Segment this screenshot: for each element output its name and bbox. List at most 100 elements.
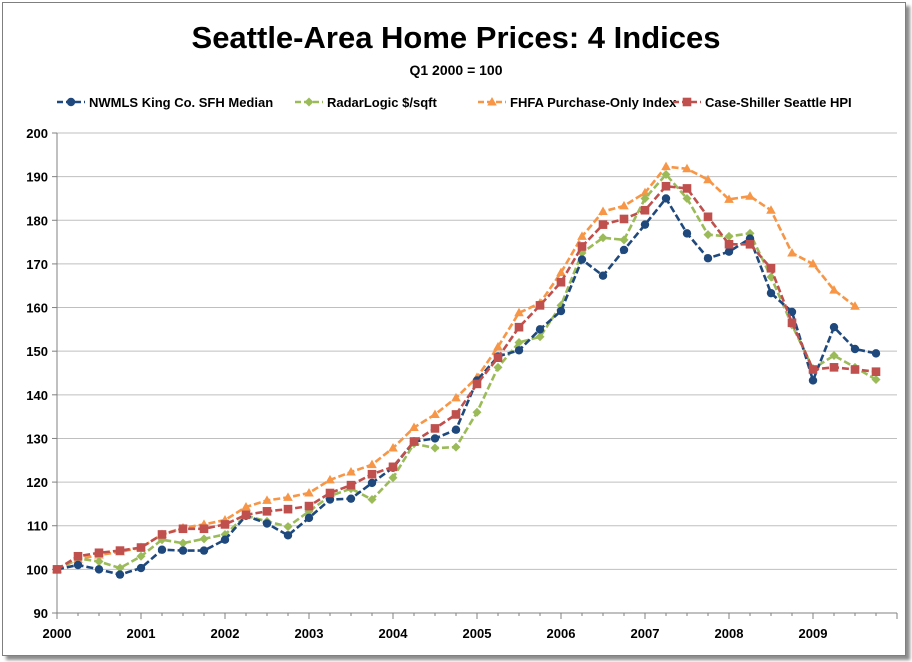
data-point <box>850 301 860 310</box>
legend-entry: FHFA Purchase-Only Index <box>478 95 677 110</box>
data-point <box>514 346 524 355</box>
data-point <box>514 337 524 347</box>
data-point <box>577 242 587 251</box>
data-point <box>829 322 839 332</box>
data-point <box>619 200 629 210</box>
data-point <box>808 258 818 268</box>
data-point <box>136 543 146 552</box>
series-nwmls-king-co-sfh-median <box>52 194 881 579</box>
data-point <box>493 353 503 363</box>
data-point <box>640 193 650 203</box>
data-point <box>640 205 650 215</box>
data-point <box>178 546 188 555</box>
data-point <box>745 191 755 200</box>
data-point <box>430 424 440 433</box>
data-point <box>451 442 461 452</box>
legend-label: NWMLS King Co. SFH Median <box>89 95 273 110</box>
data-point <box>682 163 692 173</box>
data-point <box>157 530 167 539</box>
data-point <box>577 255 587 264</box>
data-point <box>199 524 209 534</box>
data-point <box>871 349 881 358</box>
data-point <box>115 563 125 573</box>
data-point <box>619 214 629 224</box>
data-point <box>73 560 83 570</box>
data-point <box>304 501 314 511</box>
series-line <box>56 184 877 571</box>
data-point <box>115 570 125 579</box>
legend-label: Case-Shiller Seattle HPI <box>705 95 852 110</box>
data-point <box>367 478 377 488</box>
x-tick-label: 2002 <box>211 626 240 641</box>
data-point <box>94 557 104 567</box>
chart-subtitle: Q1 2000 = 100 <box>409 62 502 78</box>
data-point <box>346 480 356 490</box>
data-point <box>787 248 797 257</box>
data-point <box>850 365 860 374</box>
data-point <box>598 220 608 229</box>
data-point <box>451 425 461 434</box>
data-point <box>598 271 608 280</box>
data-point <box>283 531 293 540</box>
data-point <box>220 520 230 529</box>
y-tick-label: 100 <box>26 562 48 577</box>
series-line <box>56 173 877 571</box>
data-point <box>94 548 104 558</box>
data-point <box>472 407 482 417</box>
data-point <box>409 437 419 446</box>
data-point <box>598 206 608 216</box>
series-line <box>56 197 877 576</box>
data-point <box>661 161 671 171</box>
data-point <box>556 277 566 287</box>
data-point <box>430 409 440 418</box>
data-point <box>472 379 482 389</box>
data-point <box>745 239 755 249</box>
data-point <box>640 220 650 229</box>
data-point <box>808 376 818 385</box>
data-point <box>703 212 713 222</box>
y-tick-label: 190 <box>26 170 48 185</box>
data-point <box>724 247 734 256</box>
data-point <box>73 551 83 561</box>
y-tick-label: 170 <box>26 257 48 272</box>
data-point <box>871 367 881 376</box>
y-tick-label: 90 <box>34 606 48 621</box>
data-point <box>115 546 125 555</box>
x-tick-label: 2005 <box>463 626 492 641</box>
data-point <box>304 513 314 523</box>
data-point <box>661 169 671 179</box>
data-point <box>262 507 272 516</box>
legend-marker <box>304 97 314 107</box>
y-tick-label: 200 <box>26 126 48 141</box>
y-tick-label: 150 <box>26 344 48 359</box>
series-fhfa-purchase-only-index <box>52 161 860 573</box>
data-point <box>871 375 881 385</box>
data-point <box>388 473 398 483</box>
data-point <box>829 351 839 361</box>
data-point <box>493 362 503 372</box>
x-tick-label: 2001 <box>127 626 156 641</box>
series-case-shiller-seattle-hpi <box>52 181 881 574</box>
data-point <box>682 184 692 193</box>
legend-marker <box>682 97 692 107</box>
x-tick-label: 2000 <box>43 626 72 641</box>
data-point <box>724 231 734 241</box>
data-point <box>661 181 671 191</box>
data-point <box>304 488 314 497</box>
data-point <box>535 301 545 310</box>
data-point <box>766 272 776 282</box>
x-tick-label: 2006 <box>547 626 576 641</box>
legend: NWMLS King Co. SFH Median RadarLogic $/sq… <box>57 95 852 110</box>
data-point <box>724 239 734 249</box>
data-point <box>682 229 692 238</box>
data-point <box>808 365 818 374</box>
y-tick-label: 180 <box>26 213 48 228</box>
data-point <box>682 193 692 203</box>
data-point <box>451 392 461 402</box>
legend-label: FHFA Purchase-Only Index <box>510 95 677 110</box>
data-point <box>367 495 377 505</box>
data-point <box>619 245 629 255</box>
y-tick-label: 160 <box>26 301 48 316</box>
data-point <box>157 545 167 554</box>
data-point <box>241 510 251 520</box>
